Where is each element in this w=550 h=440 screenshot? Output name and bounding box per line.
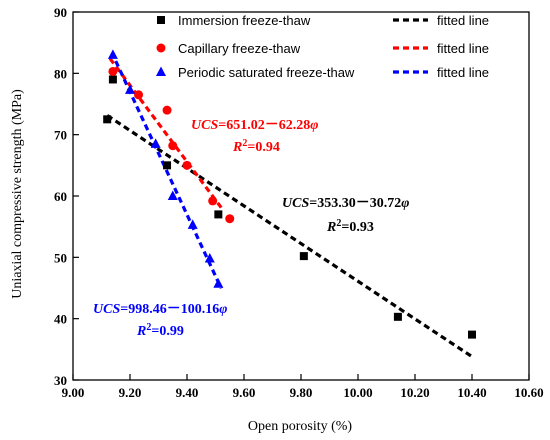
equation-lhs: UCS	[191, 118, 218, 133]
legend-label-2: Periodic saturated freeze-thaw	[178, 65, 355, 80]
y-tick-label: 50	[54, 250, 67, 265]
legend-fit-label-1: fitted line	[437, 41, 489, 56]
legend-fit-label-2: fitted line	[437, 65, 489, 80]
x-tick-label: 10.00	[343, 385, 372, 400]
x-tick-label: 9.20	[119, 385, 142, 400]
y-tick-label: 70	[54, 128, 67, 143]
fit-equations: UCS=353.30－30.72φR2=0.93UCS=651.02－62.28…	[93, 118, 409, 339]
legend-label-1: Capillary freeze-thaw	[178, 41, 301, 56]
equation-rhs: =353.30－30.72	[309, 196, 401, 211]
legend-fit-label-0: fitted line	[437, 13, 489, 28]
fitted-line-0	[106, 114, 473, 358]
legend: Immersion freeze-thaw fitted line Capillar…	[156, 13, 489, 80]
data-point-triangle	[125, 84, 135, 94]
r2-label: R	[136, 324, 146, 339]
data-point-triangle	[167, 190, 178, 200]
data-point-triangle	[187, 219, 198, 229]
x-tick-label: 9.40	[176, 385, 199, 400]
data-point-triangle	[107, 49, 118, 59]
equation-var: φ	[310, 118, 318, 133]
x-tick-label: 9.00	[62, 385, 85, 400]
data-point-square	[299, 252, 308, 261]
r2-superscript: 2	[242, 138, 247, 149]
data-point-circle	[225, 214, 235, 224]
equation-rhs: =651.02－62.28	[218, 118, 310, 133]
data-point-square	[108, 75, 117, 84]
y-tick-label: 30	[54, 373, 67, 388]
data-point-square	[103, 115, 112, 124]
data-points	[103, 49, 476, 339]
data-point-circle	[168, 141, 178, 151]
data-point-square	[468, 330, 476, 339]
data-point-square	[214, 210, 223, 219]
x-tick-label: 9.80	[290, 385, 313, 400]
data-point-circle	[108, 66, 118, 76]
r2-value: =0.93	[341, 220, 373, 235]
r2-superscript: 2	[336, 218, 341, 229]
fit-r-squared-2: R2=0.99	[136, 322, 184, 340]
fitted-lines	[106, 57, 473, 358]
equation-lhs: UCS	[282, 196, 309, 211]
data-point-triangle	[204, 253, 215, 263]
equation-var: φ	[401, 196, 409, 211]
fit-equation-2: UCS=998.46－100.16φ	[93, 302, 227, 317]
data-point-triangle	[150, 138, 161, 148]
legend-label-0: Immersion freeze-thaw	[178, 13, 311, 28]
fitted-line-1	[108, 57, 223, 209]
data-point-square	[163, 161, 172, 170]
legend-marker-1	[156, 43, 166, 53]
equation-lhs: UCS	[93, 302, 120, 317]
r2-label: R	[232, 140, 242, 155]
data-point-square	[393, 312, 402, 321]
r2-superscript: 2	[146, 322, 151, 333]
fit-equation-1: UCS=651.02－62.28φ	[191, 118, 318, 133]
equation-rhs: =998.46－100.16	[120, 302, 219, 317]
r2-value: =0.94	[247, 140, 279, 155]
r2-value: =0.99	[151, 324, 183, 339]
legend-marker-0	[157, 16, 165, 24]
y-tick-label: 60	[54, 189, 67, 204]
data-point-triangle	[213, 278, 224, 288]
equation-var: φ	[219, 302, 227, 317]
data-point-circle	[162, 105, 172, 115]
data-point-circle	[182, 160, 192, 170]
y-tick-label: 90	[54, 5, 67, 20]
x-axis-label: Open porosity (%)	[248, 419, 353, 434]
x-tick-label: 10.20	[400, 385, 429, 400]
legend-marker-2	[156, 66, 166, 76]
fit-r-squared-0: R2=0.93	[326, 218, 374, 236]
data-point-circle	[208, 196, 218, 206]
fitted-line-2	[114, 60, 223, 290]
fit-equation-0: UCS=353.30－30.72φ	[282, 196, 409, 211]
y-axis-label: Uniaxial compressive strength (MPa)	[10, 89, 25, 299]
x-tick-label: 10.40	[457, 385, 486, 400]
y-tick-label: 80	[54, 66, 67, 81]
y-tick-label: 40	[54, 312, 67, 327]
x-tick-label: 9.60	[233, 385, 256, 400]
data-point-circle	[134, 90, 144, 100]
fit-r-squared-1: R2=0.94	[232, 138, 280, 156]
axes: 9.00 9.20 9.40 9.60 9.80 10.00 10.20 10.40 10.60…	[54, 5, 544, 400]
x-tick-label: 10.60	[514, 385, 543, 400]
r2-label: R	[326, 220, 336, 235]
